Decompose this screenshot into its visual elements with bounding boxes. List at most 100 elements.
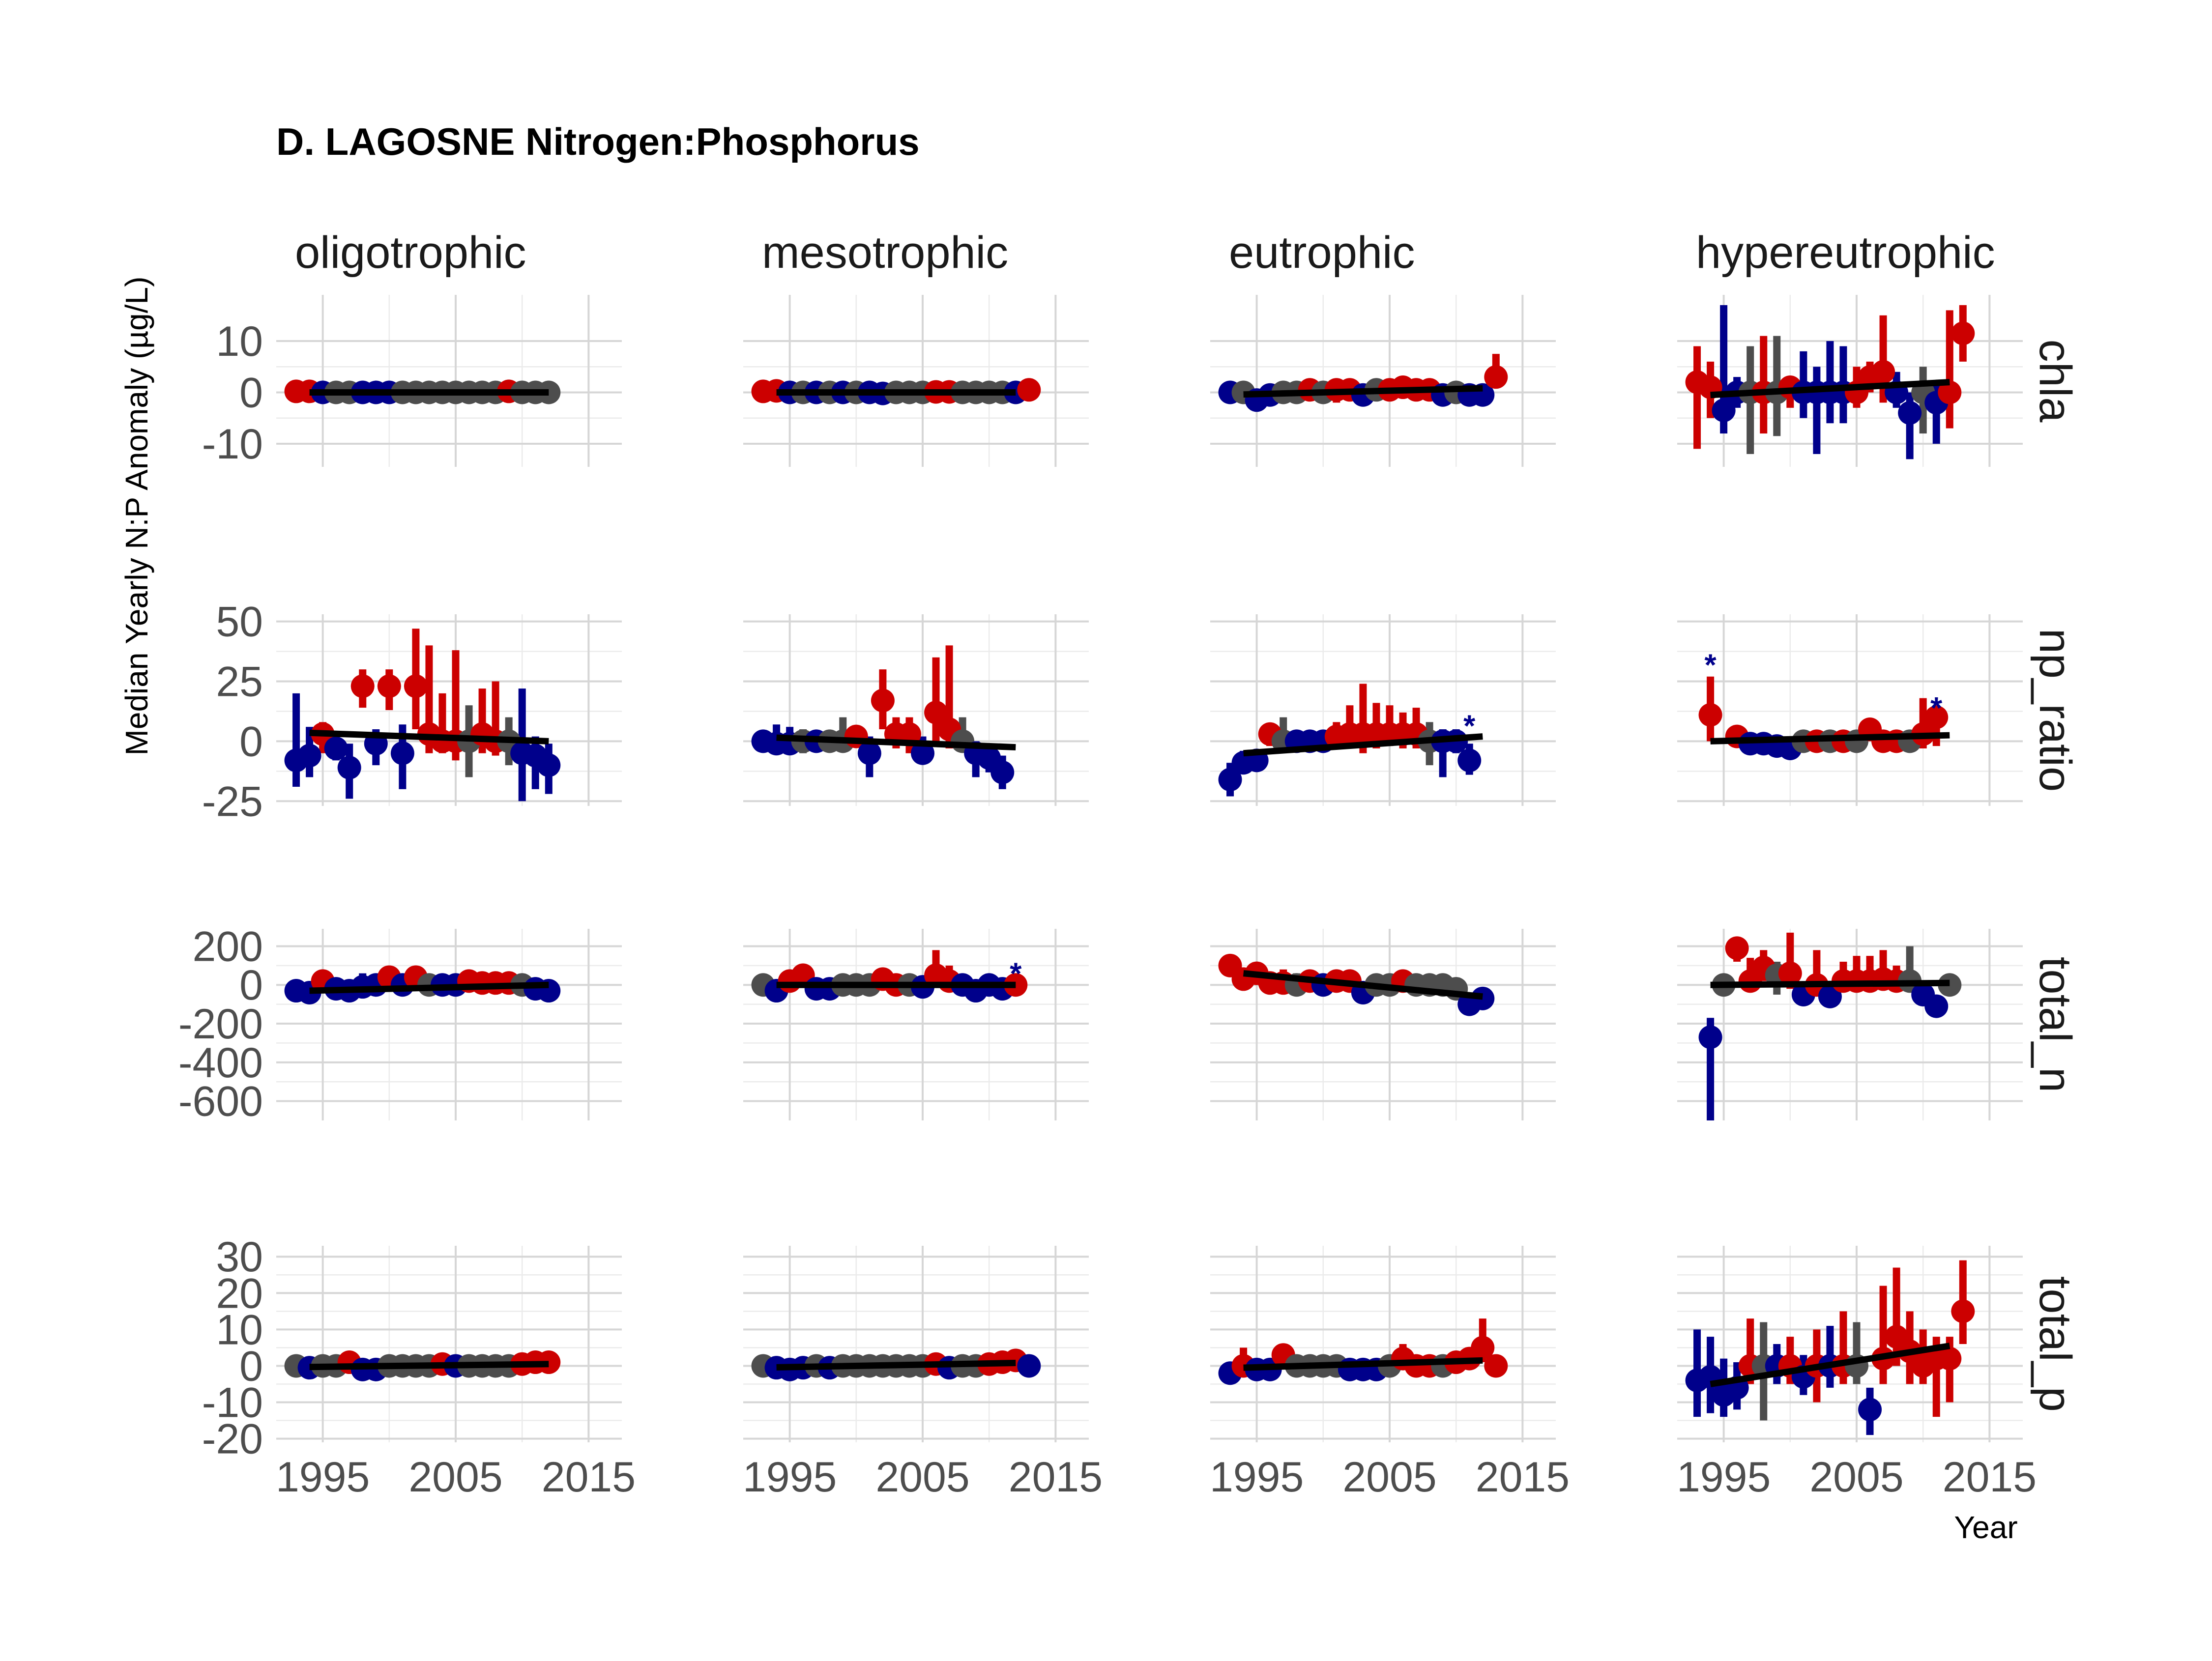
facet-label-chla: chla bbox=[2030, 340, 2080, 423]
data-point bbox=[390, 741, 414, 765]
panel-grid-total_n-oligotrophic bbox=[276, 929, 622, 1120]
panel-grid-total_n-eutrophic bbox=[1210, 929, 1556, 1120]
y-tick-label: 200 bbox=[193, 923, 263, 970]
panel-grid-total_p-hypereutrophic bbox=[1677, 1246, 2023, 1442]
x-tick-label: 1995 bbox=[1210, 1454, 1304, 1501]
y-tick-label: 50 bbox=[216, 599, 263, 646]
significance-star: * bbox=[1010, 957, 1022, 991]
y-tick-label: 20 bbox=[216, 1270, 263, 1317]
data-point bbox=[350, 674, 375, 698]
panel-total_n-hypereutrophic bbox=[1698, 932, 1962, 1120]
panel-grid-np_ratio-oligotrophic bbox=[276, 614, 622, 806]
panel-grid-np_ratio-eutrophic bbox=[1210, 614, 1556, 806]
facet-label-mesotrophic: mesotrophic bbox=[762, 228, 1008, 278]
panel-total_n-mesotrophic: * bbox=[751, 950, 1028, 1003]
y-tick-label: 30 bbox=[216, 1233, 263, 1281]
trend-line bbox=[1710, 979, 1950, 988]
panel-np_ratio-hypereutrophic: ** bbox=[1698, 648, 1950, 760]
panel-np_ratio-eutrophic: * bbox=[1218, 684, 1483, 797]
y-tick-label: -400 bbox=[178, 1039, 263, 1087]
trend-line bbox=[1243, 970, 1483, 1000]
trend-line bbox=[309, 729, 549, 745]
data-point bbox=[1778, 961, 1802, 985]
data-point bbox=[1924, 705, 1949, 729]
x-tick-label: 2005 bbox=[1809, 1454, 1903, 1501]
facet-label-total_n: total_n bbox=[2030, 957, 2080, 1092]
data-point bbox=[1951, 1299, 1975, 1323]
y-tick-label: 0 bbox=[239, 370, 263, 417]
x-tick-label: 2015 bbox=[542, 1454, 636, 1501]
y-tick-label: -25 bbox=[202, 778, 263, 825]
x-tick-label: 2015 bbox=[1943, 1454, 2037, 1501]
facet-label-oligotrophic: oligotrophic bbox=[295, 228, 526, 278]
panel-np_ratio-oligotrophic bbox=[284, 629, 561, 802]
y-axis-title: Median Yearly N:P Anomaly (µg/L) bbox=[119, 277, 154, 756]
data-point bbox=[1698, 1025, 1722, 1049]
panel-grid-chla-oligotrophic bbox=[276, 295, 622, 467]
y-tick-label: 0 bbox=[239, 1343, 263, 1390]
y-tick-label: 0 bbox=[239, 718, 263, 765]
significance-star: * bbox=[1930, 691, 1943, 725]
data-point bbox=[924, 700, 948, 724]
x-tick-label: 2005 bbox=[875, 1454, 969, 1501]
data-point bbox=[1871, 360, 1895, 384]
data-point bbox=[1712, 399, 1736, 423]
panel-np_ratio-mesotrophic bbox=[751, 645, 1016, 789]
x-tick-label: 1995 bbox=[1677, 1454, 1771, 1501]
data-point bbox=[1471, 1336, 1495, 1360]
trend-line bbox=[1710, 379, 1950, 399]
panel-chla-mesotrophic bbox=[751, 378, 1041, 405]
data-point bbox=[1938, 1346, 1962, 1371]
data-point bbox=[1457, 748, 1482, 773]
y-tick-label: -10 bbox=[202, 1379, 263, 1427]
panel-chla-hypereutrophic bbox=[1685, 305, 1975, 459]
x-axis-title: Year bbox=[1954, 1510, 2017, 1545]
facet-label-total_p: total_p bbox=[2030, 1276, 2080, 1412]
panel-total_p-hypereutrophic bbox=[1685, 1260, 1975, 1435]
facet-label-np_ratio: np_ratio bbox=[2030, 629, 2080, 792]
data-point bbox=[1218, 768, 1242, 792]
data-point bbox=[1698, 703, 1722, 727]
data-point bbox=[377, 674, 401, 698]
trend-line bbox=[1243, 385, 1483, 398]
panel-total_n-eutrophic bbox=[1218, 953, 1495, 1016]
data-point bbox=[1858, 1398, 1882, 1422]
significance-star: * bbox=[1463, 710, 1476, 744]
data-point bbox=[1017, 378, 1041, 402]
trend-line bbox=[309, 1361, 549, 1371]
y-tick-label: -10 bbox=[202, 421, 263, 468]
x-tick-label: 1995 bbox=[276, 1454, 370, 1501]
trend-line bbox=[776, 734, 1016, 751]
data-point bbox=[537, 1350, 561, 1375]
data-point bbox=[1484, 1354, 1508, 1378]
panels-layer: oligotrophic mesotrophic eutrophic hypereut… bbox=[178, 228, 2080, 1501]
panel-total_n-oligotrophic bbox=[284, 965, 561, 1004]
data-point bbox=[404, 674, 428, 698]
x-tick-label: 1995 bbox=[743, 1454, 837, 1501]
data-point bbox=[1484, 365, 1508, 389]
y-tick-label: -20 bbox=[202, 1416, 263, 1463]
panel-chla-eutrophic bbox=[1218, 354, 1508, 412]
trend-line bbox=[1243, 733, 1483, 757]
panel-grid-np_ratio-hypereutrophic bbox=[1677, 614, 2023, 806]
data-point bbox=[297, 744, 321, 768]
data-point bbox=[337, 756, 361, 779]
x-tick-label: 2015 bbox=[1476, 1454, 1570, 1501]
panel-grid-chla-hypereutrophic bbox=[1677, 295, 2023, 467]
data-point bbox=[1818, 984, 1842, 1008]
data-point bbox=[1898, 401, 1922, 425]
y-tick-label: -600 bbox=[178, 1078, 263, 1125]
trend-line bbox=[776, 1360, 1016, 1371]
facet-label-hypereutrophic: hypereutrophic bbox=[1696, 228, 1995, 278]
trend-line bbox=[309, 981, 549, 994]
x-tick-label: 2005 bbox=[408, 1454, 502, 1501]
chart-title: D. LAGOSNE Nitrogen:Phosphorus bbox=[276, 120, 920, 163]
panel-chla-oligotrophic bbox=[284, 379, 561, 404]
trend-line bbox=[1710, 1343, 1950, 1387]
panel-total_p-mesotrophic bbox=[751, 1348, 1041, 1381]
y-tick-label: 10 bbox=[216, 318, 263, 365]
data-point bbox=[1938, 380, 1962, 404]
panel-grid-total_p-mesotrophic bbox=[743, 1246, 1089, 1442]
